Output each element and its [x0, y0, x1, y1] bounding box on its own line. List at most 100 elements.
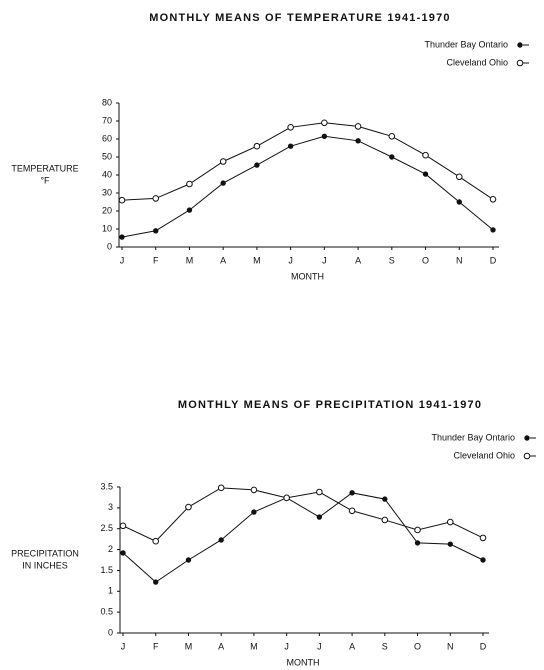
x-axis-label: MONTH — [287, 657, 320, 667]
data-point — [119, 234, 125, 240]
x-tick-label: D — [480, 641, 487, 651]
x-tick-label: J — [322, 255, 327, 265]
data-point — [388, 133, 396, 140]
data-point — [254, 162, 260, 168]
y-tick-label: 1.5 — [100, 565, 113, 575]
y-axis-label: °F — [40, 175, 50, 185]
legend-label: Thunder Bay Ontario — [431, 432, 515, 442]
x-tick-label: M — [253, 255, 261, 265]
x-tick-label: J — [121, 641, 126, 651]
data-point — [348, 507, 356, 515]
data-point — [153, 579, 159, 585]
x-tick-label: A — [349, 641, 355, 651]
y-tick-label: 40 — [102, 169, 112, 179]
x-tick-label: F — [153, 255, 159, 265]
data-point — [219, 158, 227, 165]
x-tick-label: F — [153, 641, 159, 651]
x-tick-label: M — [186, 255, 194, 265]
x-tick-label: S — [382, 641, 388, 651]
series-line — [122, 492, 484, 583]
data-point — [153, 228, 159, 234]
x-tick-label: A — [355, 255, 361, 265]
data-point — [355, 138, 361, 144]
x-tick-label: J — [288, 255, 293, 265]
data-point — [456, 199, 462, 205]
y-tick-label: 80 — [102, 97, 112, 107]
y-tick-label: 3 — [108, 502, 113, 512]
data-point — [186, 207, 193, 213]
data-point — [321, 133, 328, 140]
data-point — [414, 540, 421, 546]
x-tick-label: N — [456, 255, 463, 265]
legend-label: Thunder Bay Ontario — [424, 39, 508, 49]
data-point — [253, 142, 261, 150]
x-tick-label: N — [447, 641, 454, 651]
data-point — [120, 550, 126, 556]
data-point — [287, 124, 294, 131]
data-point — [479, 534, 487, 542]
data-point — [152, 537, 160, 545]
y-tick-label: 0.5 — [100, 607, 113, 617]
y-tick-label: 10 — [102, 223, 112, 233]
y-axis-label: TEMPERATURE — [11, 163, 78, 173]
data-point — [447, 541, 453, 547]
legend-marker — [524, 435, 530, 441]
data-point — [316, 514, 323, 520]
data-point — [489, 196, 497, 203]
data-point — [185, 503, 192, 511]
data-point — [218, 537, 224, 543]
x-tick-label: J — [120, 255, 125, 265]
data-point — [382, 496, 388, 502]
x-tick-label: M — [185, 641, 193, 651]
y-tick-label: 2.5 — [100, 523, 113, 533]
x-tick-label: M — [250, 641, 258, 651]
x-tick-label: O — [422, 255, 429, 265]
legend-marker — [517, 42, 523, 48]
data-point — [414, 526, 421, 534]
x-tick-label: J — [284, 641, 289, 651]
data-point — [250, 486, 258, 494]
data-point — [185, 557, 192, 563]
series-line — [122, 487, 484, 542]
data-point — [251, 509, 257, 515]
x-tick-label: O — [414, 641, 421, 651]
chart-title: MONTHLY MEANS OF PRECIPITATION 1941-1970 — [178, 399, 482, 411]
series-line — [121, 135, 494, 238]
data-point — [446, 518, 454, 526]
data-point — [321, 119, 328, 127]
y-tick-label: 0 — [108, 627, 113, 637]
y-tick-label: 1 — [108, 586, 113, 596]
legend-label: Cleveland Ohio — [446, 57, 508, 67]
data-point — [220, 180, 226, 186]
x-axis-label: MONTH — [291, 271, 324, 281]
data-point — [316, 488, 323, 496]
y-tick-label: 2 — [108, 544, 113, 554]
y-tick-label: 0 — [107, 241, 112, 251]
y-axis-label: IN INCHES — [22, 560, 68, 570]
series-line — [121, 122, 494, 201]
data-point — [186, 180, 193, 188]
data-point — [152, 195, 160, 202]
data-point — [287, 143, 294, 149]
x-tick-label: D — [490, 255, 497, 265]
x-tick-label: S — [389, 255, 395, 265]
x-tick-label: A — [220, 255, 226, 265]
data-point — [381, 516, 389, 524]
data-point — [354, 123, 362, 130]
data-point — [119, 522, 127, 530]
legend-label: Cleveland Ohio — [453, 450, 515, 460]
data-point — [480, 557, 486, 563]
y-tick-label: 20 — [102, 205, 112, 215]
data-point — [422, 151, 429, 159]
data-point — [422, 171, 429, 177]
chart-title: MONTHLY MEANS OF TEMPERATURE 1941-1970 — [149, 12, 451, 24]
data-point — [490, 227, 496, 233]
legend-marker — [516, 59, 524, 67]
data-point — [283, 494, 290, 502]
data-point — [389, 154, 395, 160]
y-tick-label: 50 — [102, 151, 112, 161]
x-tick-label: A — [218, 641, 224, 651]
legend-marker — [523, 452, 531, 460]
y-tick-label: 60 — [102, 133, 112, 143]
